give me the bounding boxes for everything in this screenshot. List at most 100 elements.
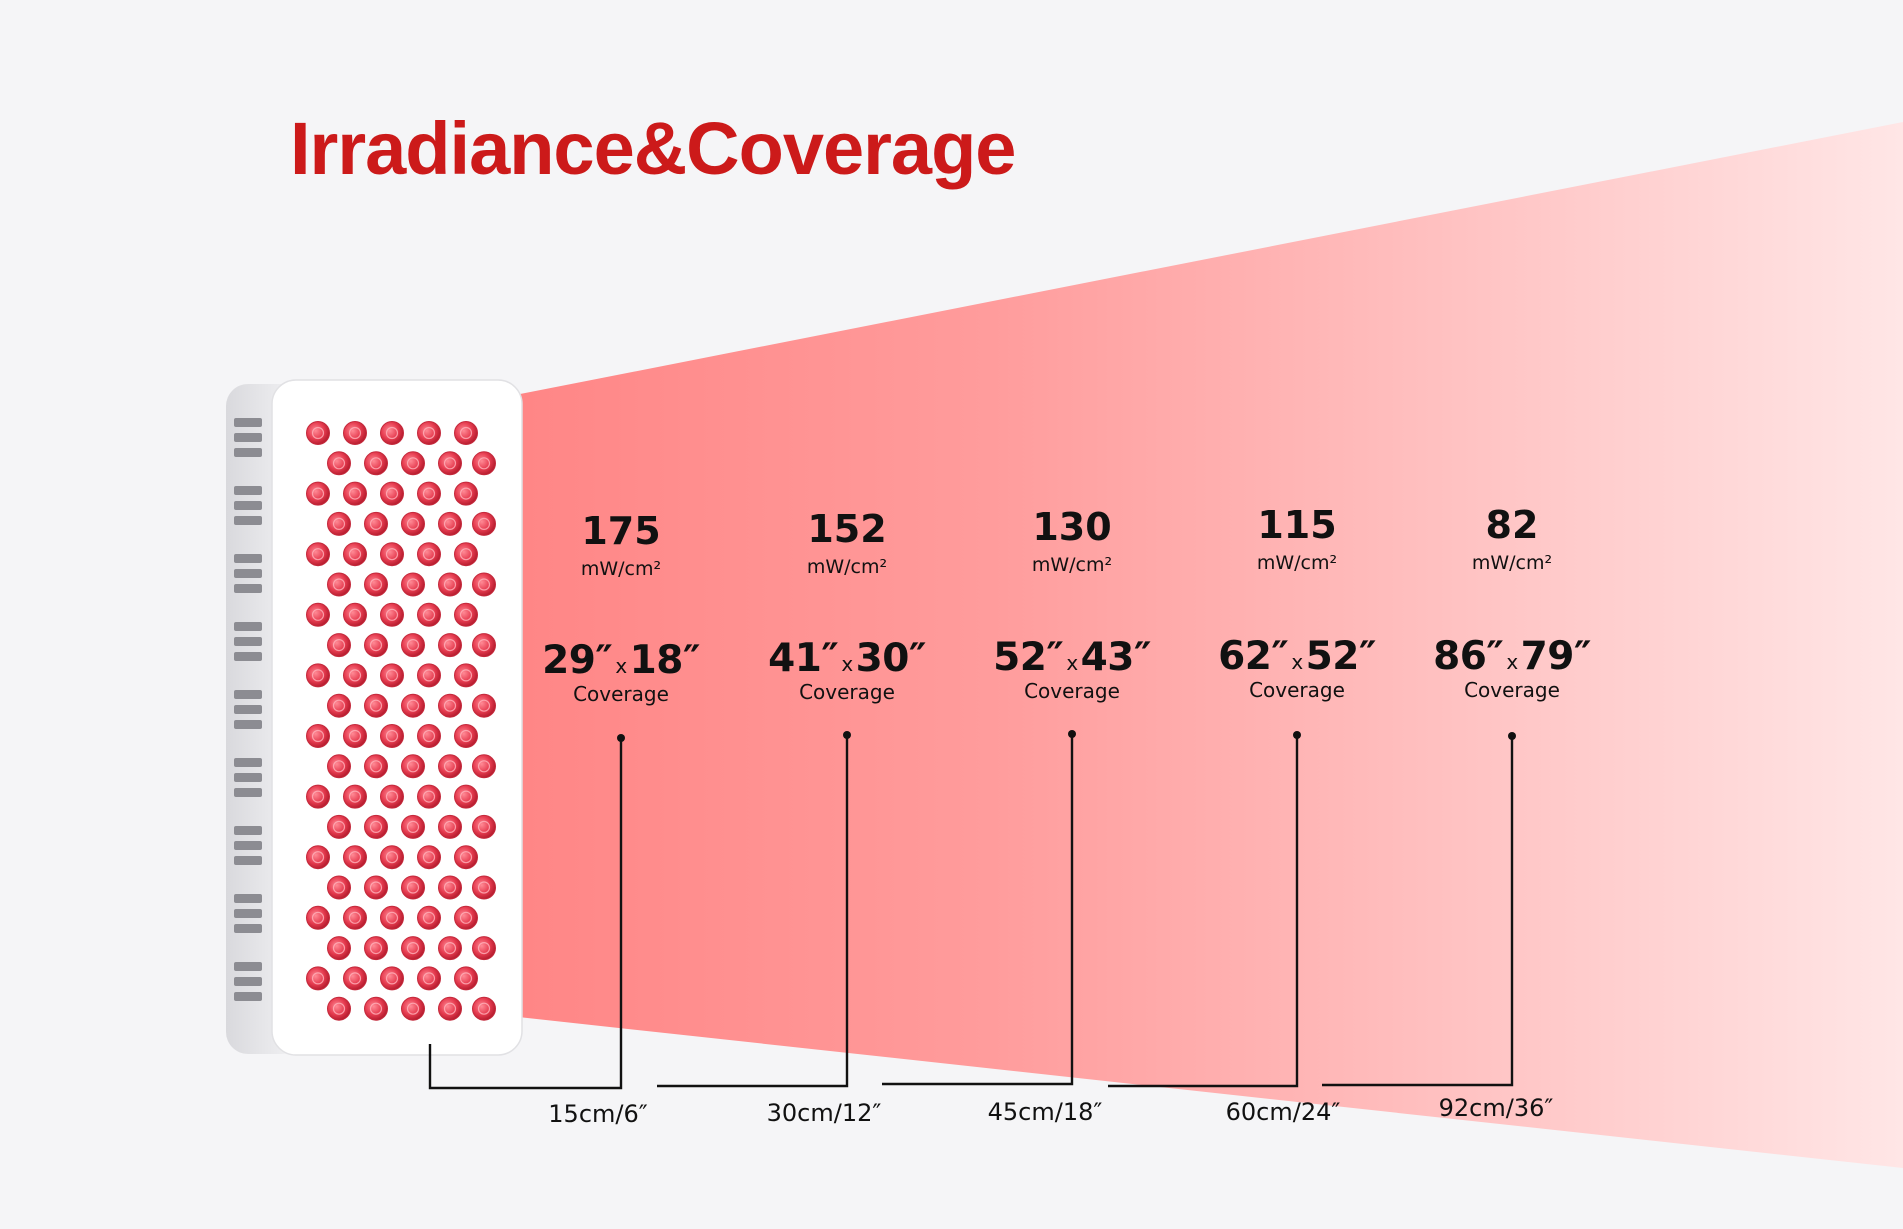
led-emitter xyxy=(327,814,351,839)
coverage-dimensions: 41″ x30″ xyxy=(717,639,977,678)
led-emitter xyxy=(454,663,478,688)
led-emitter xyxy=(401,996,425,1021)
led-emitter xyxy=(380,784,404,809)
led-emitter xyxy=(306,602,330,627)
coverage-label: 86″ x79″ Coverage xyxy=(1382,637,1642,700)
led-emitter xyxy=(454,905,478,930)
led-emitter xyxy=(364,875,388,900)
irradiance-label: 115 mW/cm² xyxy=(1167,506,1427,573)
led-emitter xyxy=(417,481,441,506)
led-emitter xyxy=(401,693,425,718)
vent-slot xyxy=(234,856,262,865)
vent-slot xyxy=(234,977,262,986)
led-emitter xyxy=(327,936,351,961)
led-emitter xyxy=(306,481,330,506)
coverage-dimensions: 29″ x18″ xyxy=(491,641,751,680)
led-emitter xyxy=(438,996,462,1021)
led-emitter xyxy=(343,481,367,506)
diagram-title: Irradiance&Coverage xyxy=(290,107,1016,190)
led-emitter xyxy=(306,845,330,870)
coverage-width: 41″ xyxy=(768,636,839,681)
led-emitter xyxy=(454,966,478,991)
led-emitter xyxy=(306,905,330,930)
led-emitter xyxy=(343,784,367,809)
coverage-height: 79″ xyxy=(1520,634,1592,679)
coverage-dimensions: 52″ x43″ xyxy=(942,638,1202,677)
led-emitter xyxy=(472,451,496,476)
vent-slot xyxy=(234,924,262,933)
led-emitter xyxy=(364,814,388,839)
led-emitter xyxy=(306,421,330,445)
coverage-dimensions: 86″ x79″ xyxy=(1382,637,1642,676)
led-emitter xyxy=(438,936,462,961)
led-emitter xyxy=(380,421,404,445)
led-emitter xyxy=(472,693,496,718)
led-emitter xyxy=(343,845,367,870)
multiply-sign: x xyxy=(615,654,627,678)
panel-vents xyxy=(234,418,262,1001)
distance-bracket xyxy=(657,735,849,1088)
led-emitter xyxy=(438,511,462,536)
coverage-height: 52″ xyxy=(1305,634,1377,679)
led-emitter xyxy=(472,572,496,597)
vent-slot xyxy=(234,705,262,714)
led-emitter xyxy=(380,602,404,627)
led-emitter xyxy=(454,724,478,748)
led-emitter xyxy=(401,451,425,476)
vent-slot xyxy=(234,486,262,495)
led-emitter xyxy=(417,724,441,748)
vent-slot xyxy=(234,418,262,427)
distance-bracket xyxy=(1108,735,1299,1088)
led-emitter xyxy=(417,542,441,567)
irradiance-label: 175 mW/cm² xyxy=(491,512,751,579)
irradiance-label: 82 mW/cm² xyxy=(1382,506,1642,573)
distance-label: 30cm/12″ xyxy=(766,1099,882,1127)
irradiance-value: 152 xyxy=(807,507,887,551)
led-emitter xyxy=(343,421,367,445)
irradiance-label: 130 mW/cm² xyxy=(942,508,1202,575)
coverage-height: 43″ xyxy=(1080,635,1152,680)
coverage-caption: Coverage xyxy=(1249,678,1345,702)
led-emitter xyxy=(364,572,388,597)
led-emitter xyxy=(417,905,441,930)
led-emitter xyxy=(380,966,404,991)
led-emitter xyxy=(438,572,462,597)
led-emitter xyxy=(417,602,441,627)
led-emitter xyxy=(327,633,351,658)
coverage-caption: Coverage xyxy=(799,680,895,704)
led-emitter xyxy=(401,814,425,839)
coverage-label: 29″ x18″ Coverage xyxy=(491,641,751,704)
coverage-width: 62″ xyxy=(1218,634,1289,679)
vent-slot xyxy=(234,758,262,767)
led-emitter xyxy=(343,602,367,627)
led-emitter xyxy=(417,421,441,445)
led-emitter xyxy=(380,663,404,688)
vent-slot xyxy=(234,788,262,797)
vent-slot xyxy=(234,554,262,563)
led-emitter xyxy=(401,936,425,961)
irradiance-value: 130 xyxy=(1032,505,1112,549)
led-emitter xyxy=(454,602,478,627)
irradiance-value: 115 xyxy=(1257,503,1337,547)
led-emitter xyxy=(306,542,330,567)
led-emitter xyxy=(438,754,462,779)
led-emitter xyxy=(438,693,462,718)
distance-bracket xyxy=(882,734,1074,1086)
led-emitter xyxy=(306,724,330,748)
distance-label: 92cm/36″ xyxy=(1438,1094,1554,1122)
led-emitter xyxy=(472,936,496,961)
irradiance-unit: mW/cm² xyxy=(1471,552,1553,574)
led-emitter xyxy=(438,875,462,900)
led-emitter xyxy=(343,905,367,930)
coverage-width: 52″ xyxy=(993,635,1064,680)
multiply-sign: x xyxy=(1291,650,1303,674)
irradiance-value: 82 xyxy=(1485,503,1539,547)
led-emitter xyxy=(327,693,351,718)
led-emitter xyxy=(364,693,388,718)
led-emitter xyxy=(327,572,351,597)
coverage-label: 41″ x30″ Coverage xyxy=(717,639,977,702)
led-emitter xyxy=(343,724,367,748)
irradiance-unit: mW/cm² xyxy=(580,558,662,580)
led-emitter xyxy=(306,663,330,688)
led-emitter xyxy=(364,451,388,476)
